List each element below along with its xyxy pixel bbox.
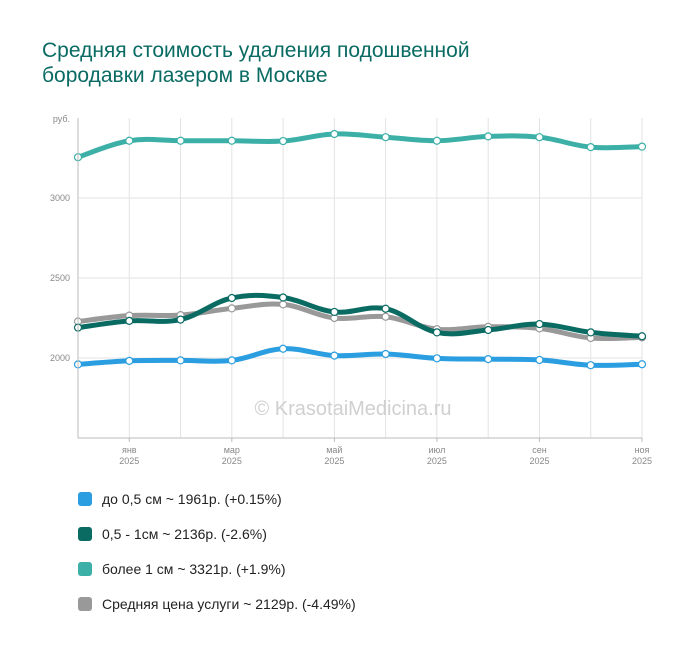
watermark: © KrasotaiMedicina.ru	[254, 398, 451, 420]
data-point[interactable]	[432, 136, 442, 145]
data-point[interactable]	[535, 133, 544, 142]
y-tick-label: 2500	[50, 273, 70, 283]
data-point[interactable]	[535, 355, 544, 365]
data-point[interactable]	[125, 316, 134, 325]
series	[73, 129, 647, 370]
data-point[interactable]	[278, 300, 288, 309]
data-point[interactable]	[637, 142, 647, 151]
data-point[interactable]	[227, 293, 236, 303]
data-point[interactable]	[432, 328, 442, 337]
x-tick-label-year: 2025	[632, 456, 652, 466]
x-tick-label-month: май	[326, 445, 342, 455]
data-point[interactable]	[227, 304, 236, 313]
legend-label: до 0,5 см ~ 1961р. (+0.15%)	[102, 490, 282, 507]
data-point[interactable]	[330, 129, 339, 139]
x-tick-label-month: мар	[224, 445, 240, 455]
x-tick-label-month: сен	[532, 445, 547, 455]
data-point[interactable]	[381, 349, 390, 359]
grid	[77, 118, 643, 438]
legend-item[interactable]: Средняя цена услуги ~ 2129р. (-4.49%)	[78, 594, 356, 613]
data-point[interactable]	[586, 361, 595, 370]
line-chart: © KrasotaiMedicina.ru 200025003000руб.ян…	[50, 114, 652, 466]
data-point[interactable]	[125, 136, 134, 145]
legend-label: Средняя цена услуги ~ 2129р. (-4.49%)	[102, 595, 356, 612]
data-point[interactable]	[586, 328, 595, 337]
legend-swatch	[78, 491, 92, 506]
chart-title-line-2: бородавки лазером в Москве	[42, 64, 328, 87]
data-point[interactable]	[484, 355, 493, 364]
data-point[interactable]	[227, 136, 236, 145]
data-point[interactable]	[637, 360, 647, 369]
y-axis-unit-label: руб.	[53, 114, 70, 124]
x-tick-label-year: 2025	[427, 456, 447, 466]
y-tick-label: 3000	[50, 193, 70, 203]
chart-title: Средняя стоимость удаления подошвенной б…	[42, 38, 642, 88]
data-point[interactable]	[227, 356, 236, 365]
data-point[interactable]	[637, 332, 647, 341]
x-tick-label-month: ноя	[635, 445, 650, 455]
data-point[interactable]	[484, 132, 493, 141]
data-point[interactable]	[586, 143, 595, 152]
series-line	[75, 301, 645, 342]
legend-label: 0,5 - 1см ~ 2136р. (-2.6%)	[102, 525, 267, 542]
legend: до 0,5 см ~ 1961р. (+0.15%) 0,5 - 1см ~ 2…	[78, 489, 356, 629]
x-tick-label-month: июл	[428, 445, 445, 455]
data-point[interactable]	[432, 354, 442, 363]
x-tick-label-year: 2025	[222, 456, 242, 466]
series-line	[75, 292, 645, 339]
legend-swatch	[78, 526, 92, 541]
x-tick-label-month: янв	[122, 445, 137, 455]
data-point[interactable]	[535, 319, 544, 329]
y-tick-label: 2000	[50, 353, 70, 363]
series-line	[75, 131, 645, 160]
data-point[interactable]	[125, 356, 134, 365]
data-point[interactable]	[278, 293, 288, 302]
data-point[interactable]	[176, 136, 185, 145]
legend-item[interactable]: более 1 см ~ 3321р. (+1.9%)	[78, 559, 356, 578]
series-line	[75, 346, 645, 368]
x-tick-label-year: 2025	[119, 456, 139, 466]
legend-swatch	[78, 596, 92, 611]
legend-swatch	[78, 561, 92, 576]
data-point[interactable]	[176, 356, 185, 365]
x-tick-label-year: 2025	[529, 456, 549, 466]
legend-item[interactable]: 0,5 - 1см ~ 2136р. (-2.6%)	[78, 524, 356, 543]
data-point[interactable]	[176, 315, 185, 324]
data-point[interactable]	[278, 136, 288, 146]
data-point[interactable]	[330, 307, 339, 317]
axes: 200025003000руб.янв2025мар2025май2025июл…	[50, 114, 652, 466]
legend-item[interactable]: до 0,5 см ~ 1961р. (+0.15%)	[78, 489, 356, 508]
data-point[interactable]	[381, 312, 390, 321]
data-point[interactable]	[278, 344, 288, 353]
data-point[interactable]	[381, 304, 390, 313]
chart-title-line-1: Средняя стоимость удаления подошвенной	[42, 39, 470, 62]
legend-label: более 1 см ~ 3321р. (+1.9%)	[102, 560, 286, 577]
data-point[interactable]	[484, 325, 493, 335]
data-point[interactable]	[330, 351, 339, 360]
data-point[interactable]	[381, 133, 390, 142]
x-tick-label-year: 2025	[324, 456, 344, 466]
